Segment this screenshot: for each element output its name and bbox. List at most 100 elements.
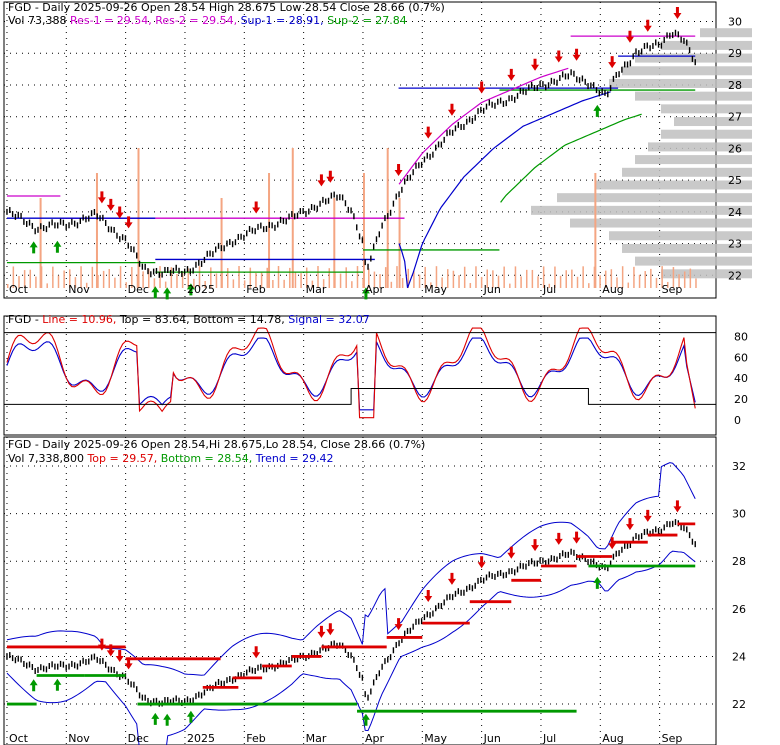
bottom-down-arrow-11 bbox=[507, 546, 516, 559]
volume-bar-210 bbox=[599, 275, 601, 288]
volume-bar-76 bbox=[221, 272, 223, 288]
top-down-arrow-11 bbox=[507, 68, 516, 81]
y-tick-middle-80: 80 bbox=[734, 330, 748, 343]
volume-bar-114 bbox=[328, 268, 331, 288]
volume-bar-184 bbox=[525, 269, 528, 288]
volume-bar-48 bbox=[142, 271, 144, 288]
volume-bar-148 bbox=[424, 266, 426, 288]
month-label-top-9: Jul bbox=[542, 283, 556, 296]
month-label-top-4: Feb bbox=[246, 283, 265, 296]
volume-bar-238 bbox=[678, 274, 680, 288]
top-down-arrow-4 bbox=[252, 201, 261, 214]
bottom-up-arrow-5 bbox=[361, 713, 370, 726]
bottom-down-arrow-18 bbox=[673, 500, 682, 513]
chart-backgrounds bbox=[3, 1, 717, 745]
y-tick-bottom-30: 30 bbox=[732, 508, 746, 521]
volume-bar-90 bbox=[260, 272, 263, 288]
volume-bar-194 bbox=[554, 266, 556, 288]
bottom-down-arrow-1 bbox=[106, 644, 115, 657]
volume-profile-bar-12 bbox=[674, 117, 752, 127]
bottom-title-line-2-part-3: Trend = 29.42 bbox=[255, 452, 334, 465]
volume-bar-182 bbox=[520, 276, 522, 288]
month-label-bottom-6: Apr bbox=[365, 732, 385, 745]
volume-bar-204 bbox=[582, 266, 584, 288]
volume-bar-88 bbox=[255, 272, 257, 288]
volume-bar-176 bbox=[503, 266, 505, 288]
y-tick-middle-60: 60 bbox=[734, 351, 748, 364]
top-down-arrow-7 bbox=[394, 164, 403, 177]
volume-bar-34 bbox=[102, 270, 105, 288]
volume-bar-22 bbox=[69, 269, 71, 288]
month-label-bottom-1: Nov bbox=[68, 732, 90, 745]
volume-bar-50 bbox=[148, 268, 150, 288]
volume-bar-18 bbox=[57, 275, 60, 288]
volume-bar-140 bbox=[401, 278, 404, 288]
volume-bar-108 bbox=[311, 280, 314, 288]
volume-bar-168 bbox=[480, 276, 483, 288]
volume-profile-bar-7 bbox=[596, 180, 752, 190]
bottom-up-arrow-4 bbox=[186, 710, 195, 723]
volume-bar-78 bbox=[226, 268, 229, 288]
volume-bar-44 bbox=[131, 266, 133, 288]
volume-bar-82 bbox=[238, 266, 240, 288]
volume-bar-188 bbox=[537, 276, 539, 288]
month-label-bottom-2: Dec bbox=[128, 732, 149, 745]
month-label-top-1: Nov bbox=[68, 283, 90, 296]
volume-bar-116 bbox=[334, 272, 336, 288]
bottom-up-arrow-6 bbox=[593, 576, 602, 589]
volume-profile-bar-11 bbox=[661, 129, 752, 139]
volume-bar-216 bbox=[616, 277, 618, 288]
volume-bar-38 bbox=[114, 277, 116, 288]
volume-spike-9 bbox=[398, 198, 401, 288]
volume-bar-46 bbox=[136, 274, 139, 288]
volume-spike-1 bbox=[95, 173, 98, 288]
bottom-down-arrow-7 bbox=[394, 618, 403, 631]
volume-bar-110 bbox=[317, 266, 319, 288]
bottom-down-arrow-16 bbox=[625, 518, 634, 531]
volume-bar-104 bbox=[300, 273, 302, 288]
osc-signal-line bbox=[6, 337, 696, 411]
volume-bar-200 bbox=[571, 269, 573, 288]
volume-bar-218 bbox=[621, 266, 624, 288]
volume-bar-56 bbox=[164, 281, 167, 288]
volume-bar-178 bbox=[509, 283, 511, 288]
y-tick-top-28: 28 bbox=[728, 79, 742, 92]
volume-bar-62 bbox=[181, 271, 184, 288]
month-label-bottom-10: Aug bbox=[602, 732, 623, 745]
volume-bar-242 bbox=[689, 268, 692, 288]
volume-bar-192 bbox=[548, 283, 551, 288]
month-label-top-0: Oct bbox=[9, 283, 29, 296]
top-up-arrow-5 bbox=[361, 287, 370, 300]
volume-bar-106 bbox=[305, 267, 308, 288]
top-title-line-2-part-3: Sup-1 = 28.91, bbox=[241, 14, 328, 27]
volume-bar-6 bbox=[23, 270, 26, 288]
panel-frame-top bbox=[3, 1, 717, 299]
bottom-down-arrow-10 bbox=[477, 556, 486, 569]
volume-bar-232 bbox=[661, 266, 663, 288]
top-down-arrow-18 bbox=[673, 7, 682, 19]
volume-bar-54 bbox=[159, 266, 161, 288]
volume-bar-174 bbox=[497, 275, 500, 288]
volume-bar-26 bbox=[80, 266, 82, 288]
volume-bar-150 bbox=[430, 282, 432, 288]
volume-bar-40 bbox=[119, 266, 122, 288]
top-up-arrow-6 bbox=[593, 104, 602, 117]
volume-bar-158 bbox=[452, 270, 455, 288]
month-label-bottom-11: Sep bbox=[662, 732, 683, 745]
volume-profile-bar-5 bbox=[531, 205, 752, 215]
bottom-title-line-2: Vol 7,338,800 Top = 29.57, Bottom = 28.5… bbox=[8, 452, 334, 465]
volume-profile-bar-19 bbox=[700, 28, 752, 38]
volume-bar-124 bbox=[356, 266, 359, 288]
volume-spike-10 bbox=[594, 173, 597, 288]
volume-bar-132 bbox=[379, 274, 381, 288]
bottom-down-arrow-17 bbox=[643, 509, 652, 522]
volume-profile-bar-2 bbox=[622, 243, 752, 253]
bottom-down-arrow-2 bbox=[115, 650, 124, 663]
volume-bar-180 bbox=[514, 266, 517, 288]
top-down-arrow-5 bbox=[317, 174, 326, 187]
y-tick-top-30: 30 bbox=[728, 16, 742, 29]
top-up-arrow-2 bbox=[151, 286, 160, 299]
middle-title-line-1-part-2: Top = 83.64, bbox=[119, 313, 193, 326]
volume-bar-64 bbox=[187, 268, 189, 288]
middle-title-line-1-part-3: Bottom = 14.78, bbox=[193, 313, 288, 326]
